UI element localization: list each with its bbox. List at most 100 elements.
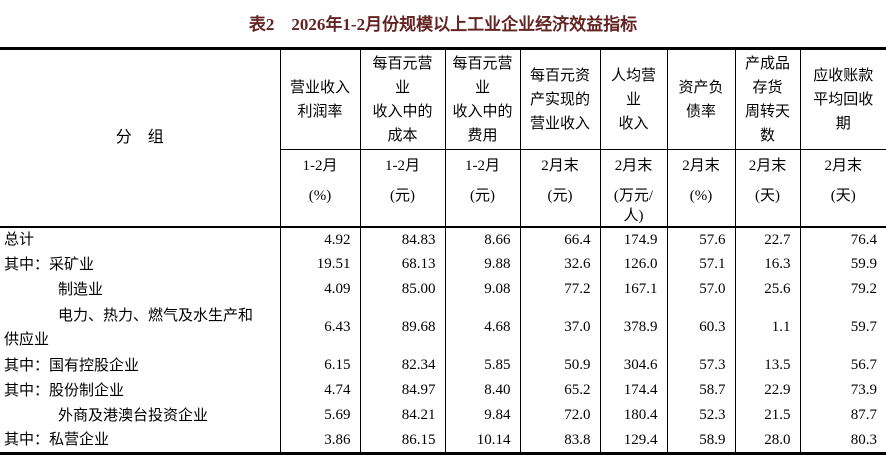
economic-indicators-table: 分 组 营业收入 利润率 每百元营 业 收入中的 成本 每百元营 业 收入中的 … [0,47,886,455]
value-cell: 85.00 [359,277,445,302]
column-header-asset-liability-ratio: 资产负 债率 [666,48,735,150]
column-header-inventory-turnover-days: 产成品 存货 周转天 数 [734,48,800,150]
value-cell: 167.1 [599,277,667,302]
table-row-private: 其中：私营企业 3.86 86.15 10.14 83.8 129.4 58.9… [0,428,886,454]
unit-label: (元) [390,188,415,204]
value-cell: 59.7 [799,302,886,353]
value-cell: 86.15 [359,428,445,454]
value-cell: 58.9 [666,428,735,454]
value-cell: 50.9 [519,353,600,378]
row-label: 电力、热力、燃气及水生产和 供应业 [4,307,254,348]
value-cell: 72.0 [519,403,600,428]
value-cell: 84.83 [359,227,445,252]
unit-header: 1-2月 (%) [279,149,360,228]
value-cell: 3.86 [279,428,360,454]
row-label: 其中：私营企业 [4,432,110,448]
value-cell: 66.4 [519,227,600,252]
value-cell: 13.5 [734,353,800,378]
value-cell: 89.68 [359,302,445,353]
period-label: 1-2月 [385,158,420,174]
value-cell: 73.9 [799,378,886,403]
value-cell: 304.6 [599,353,667,378]
page-title: 表2 2026年1-2月份规模以上工业企业经济效益指标 [248,15,638,34]
value-cell: 82.34 [359,353,445,378]
value-cell: 19.51 [279,252,360,277]
unit-label: (天) [830,188,856,204]
period-label: 2月末 [682,158,720,174]
value-cell: 57.1 [666,252,735,277]
column-header-profit-rate: 营业收入 利润率 [279,48,360,150]
value-cell: 4.68 [444,302,520,353]
row-label: 外商及港澳台投资企业 [58,407,209,424]
value-cell: 6.43 [279,302,360,353]
column-header-revenue-per-100-assets: 每百元资 产实现的 营业收入 [519,48,600,150]
period-label: 2月末 [748,158,787,174]
value-cell: 174.9 [599,227,667,252]
value-cell: 21.5 [734,403,800,428]
period-label: 1-2月 [465,158,500,174]
unit-label: (万元/ 人) [613,188,654,224]
value-cell: 68.13 [359,252,445,277]
value-cell: 59.9 [799,252,886,277]
value-cell: 80.3 [799,428,886,454]
value-cell: 378.9 [599,302,667,353]
value-cell: 174.4 [599,378,667,403]
value-cell: 58.7 [666,378,735,403]
value-cell: 9.88 [444,252,520,277]
row-label: 总计 [4,232,35,248]
value-cell: 57.3 [666,353,735,378]
value-cell: 57.0 [666,277,735,302]
value-cell: 6.15 [279,353,360,378]
value-cell: 10.14 [444,428,520,454]
unit-header: 1-2月 (元) [444,149,520,228]
value-cell: 5.69 [279,403,360,428]
table-row-mining: 其中：采矿业 19.51 68.13 9.88 32.6 126.0 57.1 … [0,252,886,277]
row-label: 其中：国有控股企业 [4,357,140,374]
value-cell: 32.6 [519,252,600,277]
value-cell: 22.7 [734,227,800,252]
unit-label: (元) [547,188,573,204]
value-cell: 28.0 [734,428,800,454]
unit-header: 2月末 (万元/ 人) [599,149,667,228]
unit-header: 2月末 (天) [799,149,886,228]
value-cell: 4.92 [279,227,360,252]
column-header-revenue-per-capita: 人均营 业 收入 [599,48,667,150]
value-cell: 9.08 [444,277,520,302]
unit-header: 1-2月 (元) [359,149,445,228]
unit-label: (%) [689,188,713,204]
value-cell: 84.21 [359,403,445,428]
value-cell: 16.3 [734,252,800,277]
unit-header: 2月末 (天) [734,149,800,228]
value-cell: 129.4 [599,428,667,454]
value-cell: 87.7 [799,403,886,428]
column-header-expense-per-100: 每百元营 业 收入中的 费用 [444,48,520,150]
value-cell: 76.4 [799,227,886,252]
unit-label: (%) [308,188,332,204]
value-cell: 57.6 [666,227,735,252]
value-cell: 77.2 [519,277,600,302]
period-label: 1-2月 [302,158,338,174]
period-label: 2月末 [614,158,653,174]
value-cell: 84.97 [359,378,445,403]
column-header-receivables-collection-period: 应收账款 平均回收 期 [799,48,886,150]
row-label: 制造业 [58,281,104,298]
unit-header: 2月末 (元) [519,149,600,228]
value-cell: 79.2 [799,277,886,302]
table-row-foreign-invested: 外商及港澳台投资企业 5.69 84.21 9.84 72.0 180.4 52… [0,403,886,428]
value-cell: 4.74 [279,378,360,403]
value-cell: 37.0 [519,302,600,353]
value-cell: 8.66 [444,227,520,252]
group-header: 分 组 [0,48,280,228]
value-cell: 8.40 [444,378,520,403]
value-cell: 52.3 [666,403,735,428]
table-row-shareholding: 其中：股份制企业 4.74 84.97 8.40 65.2 174.4 58.7… [0,378,886,403]
value-cell: 56.7 [799,353,886,378]
value-cell: 126.0 [599,252,667,277]
row-label: 其中：采矿业 [4,256,95,273]
table-row-state-holding: 其中：国有控股企业 6.15 82.34 5.85 50.9 304.6 57.… [0,353,886,378]
value-cell: 22.9 [734,378,800,403]
value-cell: 9.84 [444,403,520,428]
value-cell: 5.85 [444,353,520,378]
unit-label: (元) [470,188,495,204]
period-label: 2月末 [541,158,579,174]
